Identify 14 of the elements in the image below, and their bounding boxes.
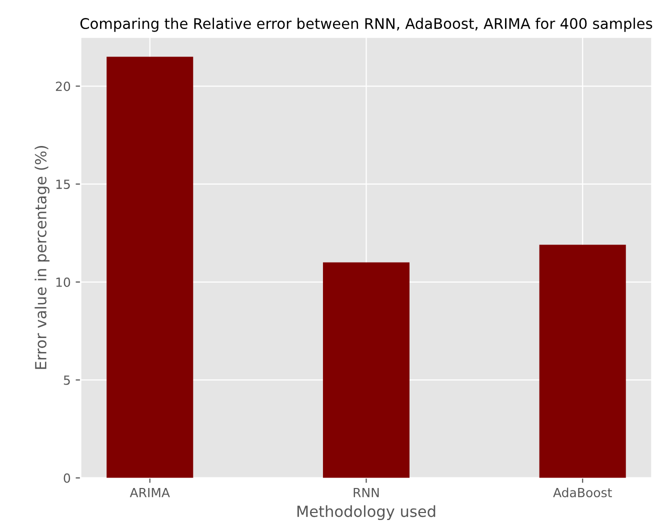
bar [539,244,626,478]
x-tick-label: RNN [354,488,379,498]
y-tick-label: 20 [56,82,70,92]
y-axis-title: Error value in percentage (%) [34,146,50,369]
y-tick-label: 5 [64,376,70,385]
x-axis-title: Methodology used [297,505,436,520]
chart-title: Comparing the Relative error between RNN, AdaBoost, ARIMA for 400 samples [80,18,652,32]
bar [322,262,410,478]
y-tick-label: 10 [56,277,70,287]
y-tick-label: 0 [64,473,70,483]
x-tick-label: ARIMA [130,488,170,498]
x-tick-label: AdaBoost [553,488,612,498]
y-tick-label: 15 [56,180,70,190]
bar [106,56,194,478]
